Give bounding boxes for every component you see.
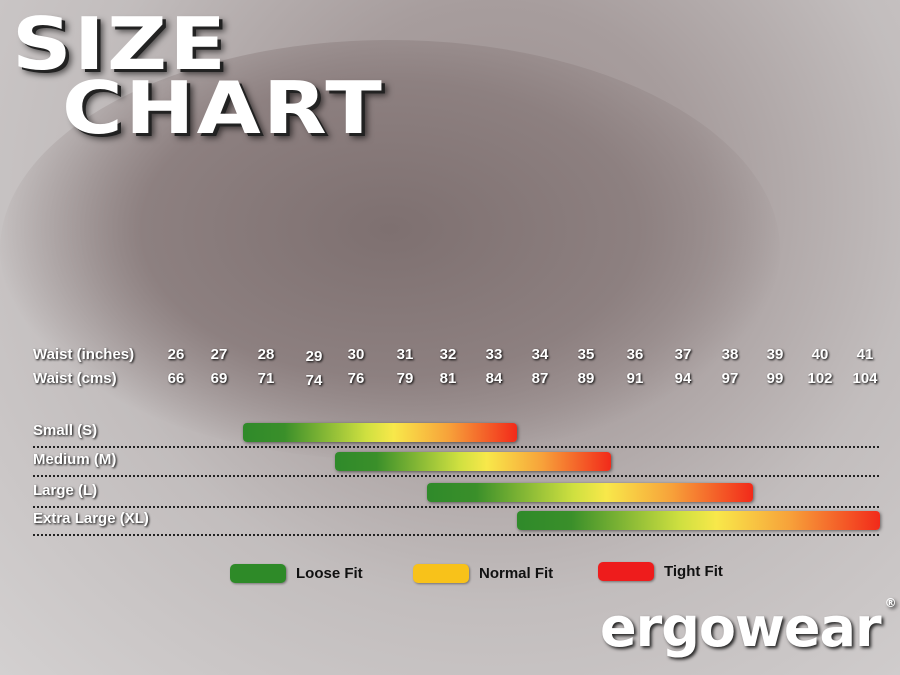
waist-cms-value: 89	[577, 370, 595, 387]
size-label: Extra Large (XL)	[33, 510, 149, 527]
waist-cms-value: 69	[210, 370, 228, 387]
background-photo	[0, 40, 780, 460]
row-divider	[33, 475, 879, 477]
normal-swatch	[413, 564, 469, 583]
waist-cms-header: Waist (cms)	[33, 370, 117, 387]
size-label: Large (L)	[33, 482, 98, 499]
waist-cms-value: 84	[485, 370, 503, 387]
ergowear-logo: ergowear ®	[600, 596, 897, 659]
size-range-bar	[517, 511, 880, 530]
waist-cms-value: 102	[807, 370, 833, 387]
waist-inches-value: 34	[531, 346, 549, 363]
waist-cms-value: 97	[721, 370, 739, 387]
waist-inches-value: 41	[856, 346, 874, 363]
title-line-2: CHART	[62, 66, 385, 150]
title-line-1: SIZE	[12, 2, 229, 86]
legend-label: Normal Fit	[479, 565, 554, 582]
waist-inches-value: 35	[577, 346, 595, 363]
waist-inches-value: 27	[210, 346, 228, 363]
size-range-bar	[426, 483, 753, 502]
row-divider	[33, 446, 879, 448]
waist-cms-value: 99	[766, 370, 784, 387]
page-title: SIZE CHART	[12, 8, 382, 144]
size-label: Small (S)	[33, 422, 98, 439]
size-label: Medium (M)	[33, 451, 117, 468]
legend-tight: Tight Fit	[598, 562, 723, 581]
waist-cms-value: 79	[396, 370, 414, 387]
waist-cms-value: 76	[347, 370, 365, 387]
waist-cms-value: 74	[305, 372, 323, 389]
legend-label: Tight Fit	[664, 563, 723, 580]
waist-inches-value: 33	[485, 346, 503, 363]
row-divider	[33, 534, 879, 536]
legend-loose: Loose Fit	[230, 564, 363, 583]
registered-mark: ®	[884, 596, 897, 610]
waist-inches-value: 30	[347, 346, 365, 363]
waist-cms-value: 94	[674, 370, 692, 387]
logo-text: ergowear	[600, 596, 882, 659]
waist-cms-value: 66	[167, 370, 185, 387]
tight-swatch	[598, 562, 654, 581]
legend-label: Loose Fit	[296, 565, 363, 582]
waist-inches-header: Waist (inches)	[33, 346, 135, 363]
legend-normal: Normal Fit	[413, 564, 553, 583]
waist-cms-value: 91	[626, 370, 644, 387]
waist-cms-value: 104	[852, 370, 878, 387]
waist-cms-value: 71	[257, 370, 275, 387]
row-divider	[33, 506, 879, 508]
waist-inches-value: 40	[811, 346, 829, 363]
waist-inches-value: 38	[721, 346, 739, 363]
waist-cms-value: 81	[439, 370, 457, 387]
waist-inches-value: 28	[257, 346, 275, 363]
waist-inches-value: 37	[674, 346, 692, 363]
waist-inches-value: 39	[766, 346, 784, 363]
waist-inches-value: 26	[167, 346, 185, 363]
size-range-bar	[335, 452, 611, 471]
size-range-bar	[242, 423, 517, 442]
waist-inches-value: 32	[439, 346, 457, 363]
waist-cms-value: 87	[531, 370, 549, 387]
waist-inches-value: 31	[396, 346, 414, 363]
waist-inches-value: 36	[626, 346, 644, 363]
loose-swatch	[230, 564, 286, 583]
waist-inches-value: 29	[305, 348, 323, 365]
